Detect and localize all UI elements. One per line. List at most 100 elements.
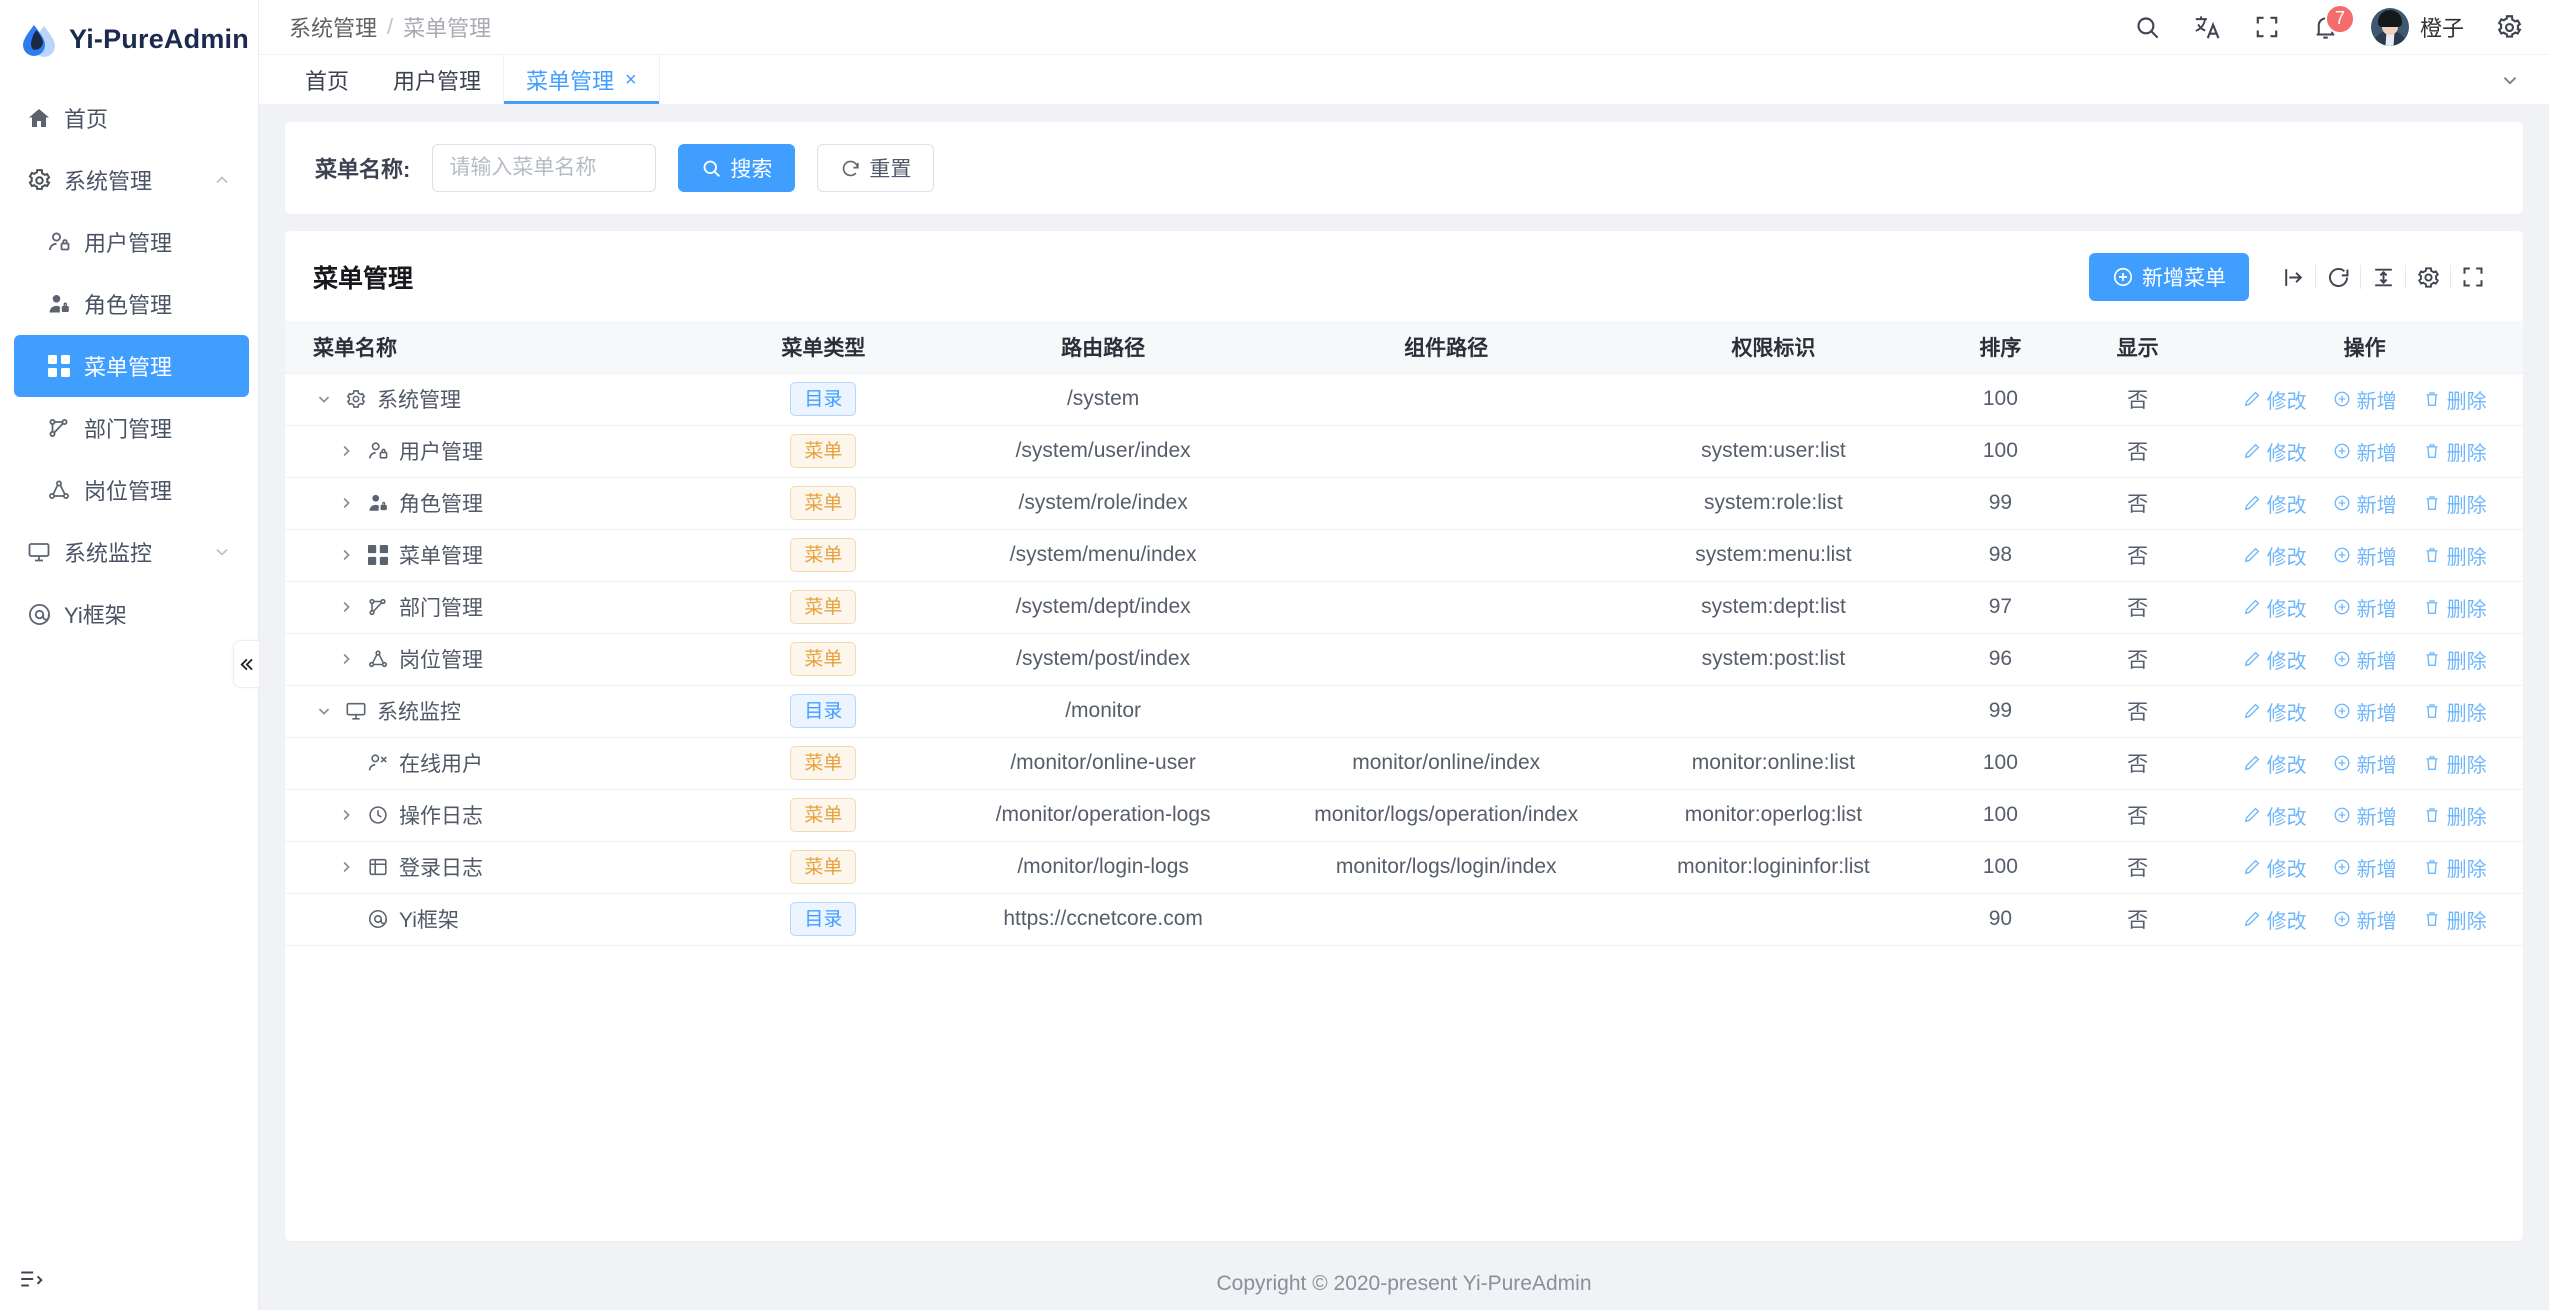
fullscreen-icon[interactable] bbox=[2254, 14, 2280, 40]
op-修改[interactable]: 修改 bbox=[2243, 489, 2307, 518]
role-lock-icon bbox=[46, 291, 72, 317]
op-修改[interactable]: 修改 bbox=[2243, 645, 2307, 674]
cell-order: 98 bbox=[1931, 529, 2070, 582]
op-删除[interactable]: 删除 bbox=[2423, 749, 2487, 778]
tab-more-button[interactable] bbox=[2499, 55, 2527, 104]
op-修改[interactable]: 修改 bbox=[2243, 697, 2307, 726]
cell-operations: 修改 新增 删除 bbox=[2206, 372, 2523, 426]
sidebar-item-home[interactable]: 首页 bbox=[0, 87, 258, 149]
op-修改[interactable]: 修改 bbox=[2243, 801, 2307, 830]
op-新增[interactable]: 新增 bbox=[2333, 437, 2397, 466]
table-row[interactable]: 系统监控 目录 /monitor 99 否 修改 新增 删除 bbox=[285, 685, 2523, 738]
breadcrumb-parent[interactable]: 系统管理 bbox=[289, 16, 378, 41]
op-删除[interactable]: 删除 bbox=[2423, 385, 2487, 414]
tree-caret-right-icon[interactable] bbox=[335, 442, 357, 460]
avatar bbox=[2370, 8, 2409, 46]
chevron-up-icon[interactable] bbox=[212, 170, 232, 190]
tree-caret-right-icon[interactable] bbox=[335, 650, 357, 668]
op-修改[interactable]: 修改 bbox=[2243, 749, 2307, 778]
op-删除[interactable]: 删除 bbox=[2423, 801, 2487, 830]
menu-table: 菜单名称 菜单类型 路由路径 组件路径 权限标识 排序 显示 操作 bbox=[285, 321, 2523, 946]
bell-icon[interactable]: 7 bbox=[2312, 3, 2355, 41]
reset-button[interactable]: 重置 bbox=[817, 144, 935, 192]
sidebar-item-menu-management[interactable]: 菜单管理 bbox=[14, 335, 249, 397]
op-新增[interactable]: 新增 bbox=[2333, 385, 2397, 414]
sidebar-item-role-management[interactable]: 角色管理 bbox=[0, 273, 258, 335]
user-menu[interactable]: 橙子 bbox=[2370, 8, 2464, 46]
sidebar-item-system-monitor[interactable]: 系统监控 bbox=[0, 521, 258, 583]
trash-icon bbox=[2423, 442, 2441, 460]
user-name: 橙子 bbox=[2419, 16, 2464, 41]
sidebar-item-label: 系统监控 bbox=[64, 541, 153, 566]
log-icon bbox=[366, 856, 390, 878]
column-settings-icon[interactable] bbox=[2406, 257, 2450, 297]
op-新增[interactable]: 新增 bbox=[2333, 541, 2397, 570]
op-修改[interactable]: 修改 bbox=[2243, 905, 2307, 934]
tree-caret-right-icon[interactable] bbox=[335, 598, 357, 616]
table-row[interactable]: 在线用户 菜单 /monitor/online-user monitor/onl… bbox=[285, 737, 2523, 790]
search-icon[interactable] bbox=[2134, 14, 2161, 41]
search-button[interactable]: 搜索 bbox=[678, 144, 796, 192]
list-settings-icon[interactable] bbox=[18, 1266, 44, 1292]
tree-caret-right-icon[interactable] bbox=[335, 546, 357, 564]
op-修改[interactable]: 修改 bbox=[2243, 385, 2307, 414]
table-row[interactable]: 系统管理 目录 /system 100 否 修改 新增 删除 bbox=[285, 372, 2523, 426]
op-删除[interactable]: 删除 bbox=[2423, 645, 2487, 674]
sidebar-item-yi-framework[interactable]: Yi框架 bbox=[0, 583, 258, 645]
op-删除[interactable]: 删除 bbox=[2423, 437, 2487, 466]
search-input[interactable] bbox=[432, 144, 657, 192]
op-新增[interactable]: 新增 bbox=[2333, 905, 2397, 934]
cell-menu-type: 菜单 bbox=[717, 737, 929, 790]
table-row[interactable]: 部门管理 菜单 /system/dept/index system:dept:l… bbox=[285, 581, 2523, 634]
density-icon[interactable] bbox=[2361, 257, 2405, 297]
gear-icon[interactable] bbox=[2496, 14, 2523, 41]
table-row[interactable]: 登录日志 菜单 /monitor/login-logs monitor/logs… bbox=[285, 841, 2523, 894]
op-删除[interactable]: 删除 bbox=[2423, 593, 2487, 622]
sidebar-collapse-button[interactable] bbox=[233, 640, 259, 688]
tree-caret-right-icon[interactable] bbox=[335, 494, 357, 512]
op-新增[interactable]: 新增 bbox=[2333, 801, 2397, 830]
op-删除[interactable]: 删除 bbox=[2423, 905, 2487, 934]
sidebar-item-dept-management[interactable]: 部门管理 bbox=[0, 397, 258, 459]
op-新增[interactable]: 新增 bbox=[2333, 749, 2397, 778]
table-row[interactable]: Yi框架 目录 https://ccnetcore.com 90 否 修改 新增… bbox=[285, 893, 2523, 946]
sidebar-item-system-management[interactable]: 系统管理 bbox=[0, 149, 258, 211]
op-修改[interactable]: 修改 bbox=[2243, 541, 2307, 570]
tab-home[interactable]: 首页 bbox=[283, 55, 371, 104]
menu-name-text: 用户管理 bbox=[399, 441, 483, 464]
tree-caret-down-icon[interactable] bbox=[313, 390, 335, 408]
translate-icon[interactable] bbox=[2193, 13, 2222, 42]
add-menu-button[interactable]: 新增菜单 bbox=[2089, 253, 2249, 301]
chevron-down-icon[interactable] bbox=[212, 542, 232, 562]
table-row[interactable]: 菜单管理 菜单 /system/menu/index system:menu:l… bbox=[285, 529, 2523, 582]
tree-caret-right-icon[interactable] bbox=[335, 806, 357, 824]
op-新增[interactable]: 新增 bbox=[2333, 697, 2397, 726]
table-row[interactable]: 角色管理 菜单 /system/role/index system:role:l… bbox=[285, 477, 2523, 530]
table-row[interactable]: 用户管理 菜单 /system/user/index system:user:l… bbox=[285, 425, 2523, 478]
op-删除[interactable]: 删除 bbox=[2423, 853, 2487, 882]
expand-all-icon[interactable] bbox=[2271, 257, 2315, 297]
op-label: 修改 bbox=[2266, 390, 2307, 413]
close-icon[interactable]: × bbox=[625, 68, 637, 91]
tab-menu-management[interactable]: 菜单管理 × bbox=[503, 55, 660, 104]
op-修改[interactable]: 修改 bbox=[2243, 853, 2307, 882]
op-修改[interactable]: 修改 bbox=[2243, 593, 2307, 622]
op-新增[interactable]: 新增 bbox=[2333, 489, 2397, 518]
op-新增[interactable]: 新增 bbox=[2333, 593, 2397, 622]
op-新增[interactable]: 新增 bbox=[2333, 853, 2397, 882]
refresh-icon[interactable] bbox=[2316, 257, 2360, 297]
tree-caret-right-icon[interactable] bbox=[335, 858, 357, 876]
brand-logo[interactable]: Yi-PureAdmin bbox=[0, 0, 258, 79]
op-删除[interactable]: 删除 bbox=[2423, 541, 2487, 570]
sidebar-item-post-management[interactable]: 岗位管理 bbox=[0, 459, 258, 521]
table-row[interactable]: 岗位管理 菜单 /system/post/index system:post:l… bbox=[285, 633, 2523, 686]
op-修改[interactable]: 修改 bbox=[2243, 437, 2307, 466]
tab-user-management[interactable]: 用户管理 bbox=[371, 55, 503, 104]
table-row[interactable]: 操作日志 菜单 /monitor/operation-logs monitor/… bbox=[285, 789, 2523, 842]
fullscreen-icon[interactable] bbox=[2451, 257, 2495, 297]
op-删除[interactable]: 删除 bbox=[2423, 697, 2487, 726]
sidebar-item-user-management[interactable]: 用户管理 bbox=[0, 211, 258, 273]
op-删除[interactable]: 删除 bbox=[2423, 489, 2487, 518]
tree-caret-down-icon[interactable] bbox=[313, 702, 335, 720]
op-新增[interactable]: 新增 bbox=[2333, 645, 2397, 674]
